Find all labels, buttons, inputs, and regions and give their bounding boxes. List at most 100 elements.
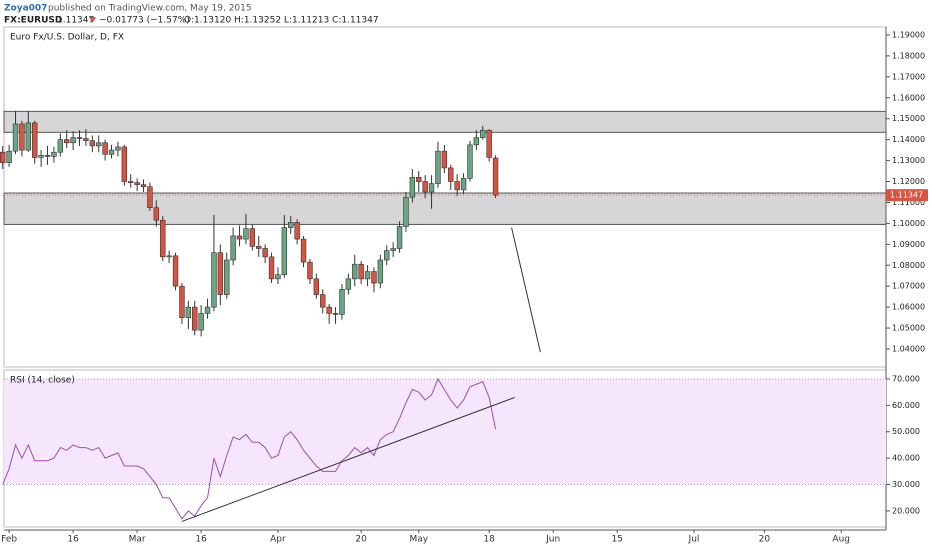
- candle-body: [19, 123, 25, 151]
- candle-body: [371, 271, 377, 284]
- candle-body: [441, 150, 448, 169]
- y-tick-label: 1.19000: [892, 30, 925, 39]
- candle-body: [108, 149, 115, 155]
- candle-body: [428, 183, 435, 193]
- y-tick-label: 1.18000: [892, 51, 925, 60]
- candle-body: [179, 285, 185, 318]
- candle-body: [25, 122, 32, 151]
- y-tick-label: 1.09000: [892, 240, 925, 249]
- y-tick-label: 1.14000: [892, 135, 925, 144]
- x-tick-label: Jun: [545, 535, 560, 545]
- y-tick-label: 1.11000: [892, 198, 925, 207]
- author[interactable]: Zoya007: [4, 4, 47, 14]
- candle-body: [89, 140, 96, 147]
- candle-body: [6, 150, 12, 163]
- pane-title: RSI (14, close): [10, 376, 75, 386]
- candle-body: [448, 167, 454, 182]
- candle-body: [326, 306, 332, 314]
- candle-body: [192, 306, 198, 331]
- candle-body: [83, 138, 89, 141]
- candle-body: [12, 123, 19, 152]
- candle-body: [416, 177, 422, 182]
- published: published on TradingView.com, May 19, 20…: [48, 4, 252, 14]
- candle-body: [358, 263, 364, 280]
- y-tick-label: 1.05000: [892, 324, 925, 333]
- candle-body: [288, 222, 294, 228]
- change: −0.01773 (−1.57%): [99, 16, 190, 26]
- down-arrow: [89, 17, 96, 23]
- y-tick-label: 30.000: [892, 480, 920, 489]
- x-tick-label: Jul: [688, 535, 700, 545]
- candle-body: [409, 177, 416, 198]
- candle-body: [332, 313, 339, 315]
- candle-body: [211, 252, 217, 308]
- candle-body: [70, 137, 76, 144]
- candle-body: [243, 228, 249, 240]
- candle-body: [185, 306, 192, 318]
- candle-body: [454, 181, 460, 191]
- y-tick-label: 1.04000: [892, 344, 925, 353]
- candle-body: [307, 261, 313, 280]
- candle-body: [134, 182, 140, 185]
- candle-body: [230, 235, 236, 261]
- y-tick-label: 1.17000: [892, 72, 925, 81]
- candle-body: [198, 313, 204, 331]
- candle-body: [249, 228, 256, 247]
- symbol: FX:EURUSD: [4, 16, 62, 26]
- y-tick-label: 1.10000: [892, 219, 925, 228]
- candle-body: [262, 248, 268, 258]
- ohlc: O:1.13120 H:1.13252 L:1.11213 C:1.11347: [184, 16, 379, 26]
- candle-body: [172, 255, 179, 287]
- candle-body: [467, 144, 473, 179]
- x-tick-label: 15: [611, 535, 622, 545]
- candle-body: [128, 181, 134, 183]
- candle-body: [345, 278, 352, 290]
- candle-body: [268, 256, 275, 280]
- candle-body: [160, 219, 166, 258]
- candle-body: [473, 137, 480, 146]
- pane-title: Euro Fx/U.S. Dollar, D, FX: [10, 33, 124, 43]
- candle-body: [64, 139, 70, 144]
- candle-body: [147, 186, 153, 208]
- zone: [3, 110, 887, 133]
- y-tick-label: 70.000: [892, 374, 920, 383]
- x-tick-label: 20: [759, 535, 771, 545]
- candle-body: [377, 259, 384, 284]
- candle-body: [480, 129, 486, 138]
- x-tick-label: 20: [355, 535, 367, 545]
- candle-body: [384, 250, 390, 261]
- x-tick-label: 16: [67, 535, 79, 545]
- candle-body: [236, 235, 243, 240]
- trendline: [181, 396, 515, 522]
- candle-body: [153, 207, 160, 221]
- candle-body: [38, 155, 44, 158]
- candle-body: [217, 252, 224, 295]
- zone: [3, 192, 887, 225]
- candle-body: [339, 289, 345, 315]
- y-tick-label: 1.07000: [892, 282, 925, 291]
- last-price-label: 1.11347: [890, 191, 923, 200]
- candle-body: [294, 222, 300, 240]
- candle-body: [76, 137, 83, 139]
- x-tick-label: May: [409, 535, 428, 545]
- candle-body: [486, 129, 492, 158]
- y-tick-label: 1.13000: [892, 156, 925, 165]
- x-tick-label: Feb: [1, 535, 17, 545]
- y-tick-label: 1.16000: [892, 93, 925, 102]
- y-tick-label: 20.000: [892, 506, 920, 515]
- last-price-tag: [886, 189, 928, 202]
- y-tick-label: 1.08000: [892, 261, 925, 270]
- candle-body: [44, 155, 51, 157]
- candle-body: [115, 146, 121, 151]
- candle-body: [313, 278, 320, 295]
- candle-body: [51, 151, 57, 157]
- candle-body: [204, 306, 211, 314]
- candle-body: [0, 151, 6, 163]
- candle-body: [390, 248, 396, 251]
- y-tick-label: 1.15000: [892, 114, 925, 123]
- candle-body: [422, 181, 428, 193]
- candle-body: [32, 122, 38, 158]
- candle-body: [396, 226, 403, 249]
- y-tick-label: 50.000: [892, 427, 920, 436]
